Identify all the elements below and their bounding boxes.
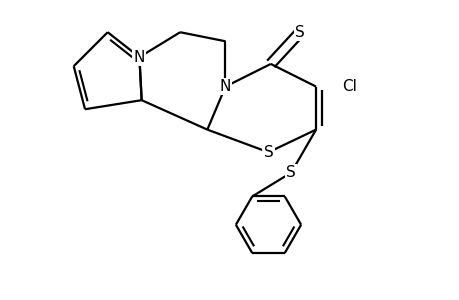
Text: N: N [134,50,145,64]
Text: S: S [285,165,296,180]
Text: N: N [219,79,231,94]
Text: S: S [294,25,304,40]
Text: S: S [263,145,273,160]
Text: Cl: Cl [342,79,357,94]
